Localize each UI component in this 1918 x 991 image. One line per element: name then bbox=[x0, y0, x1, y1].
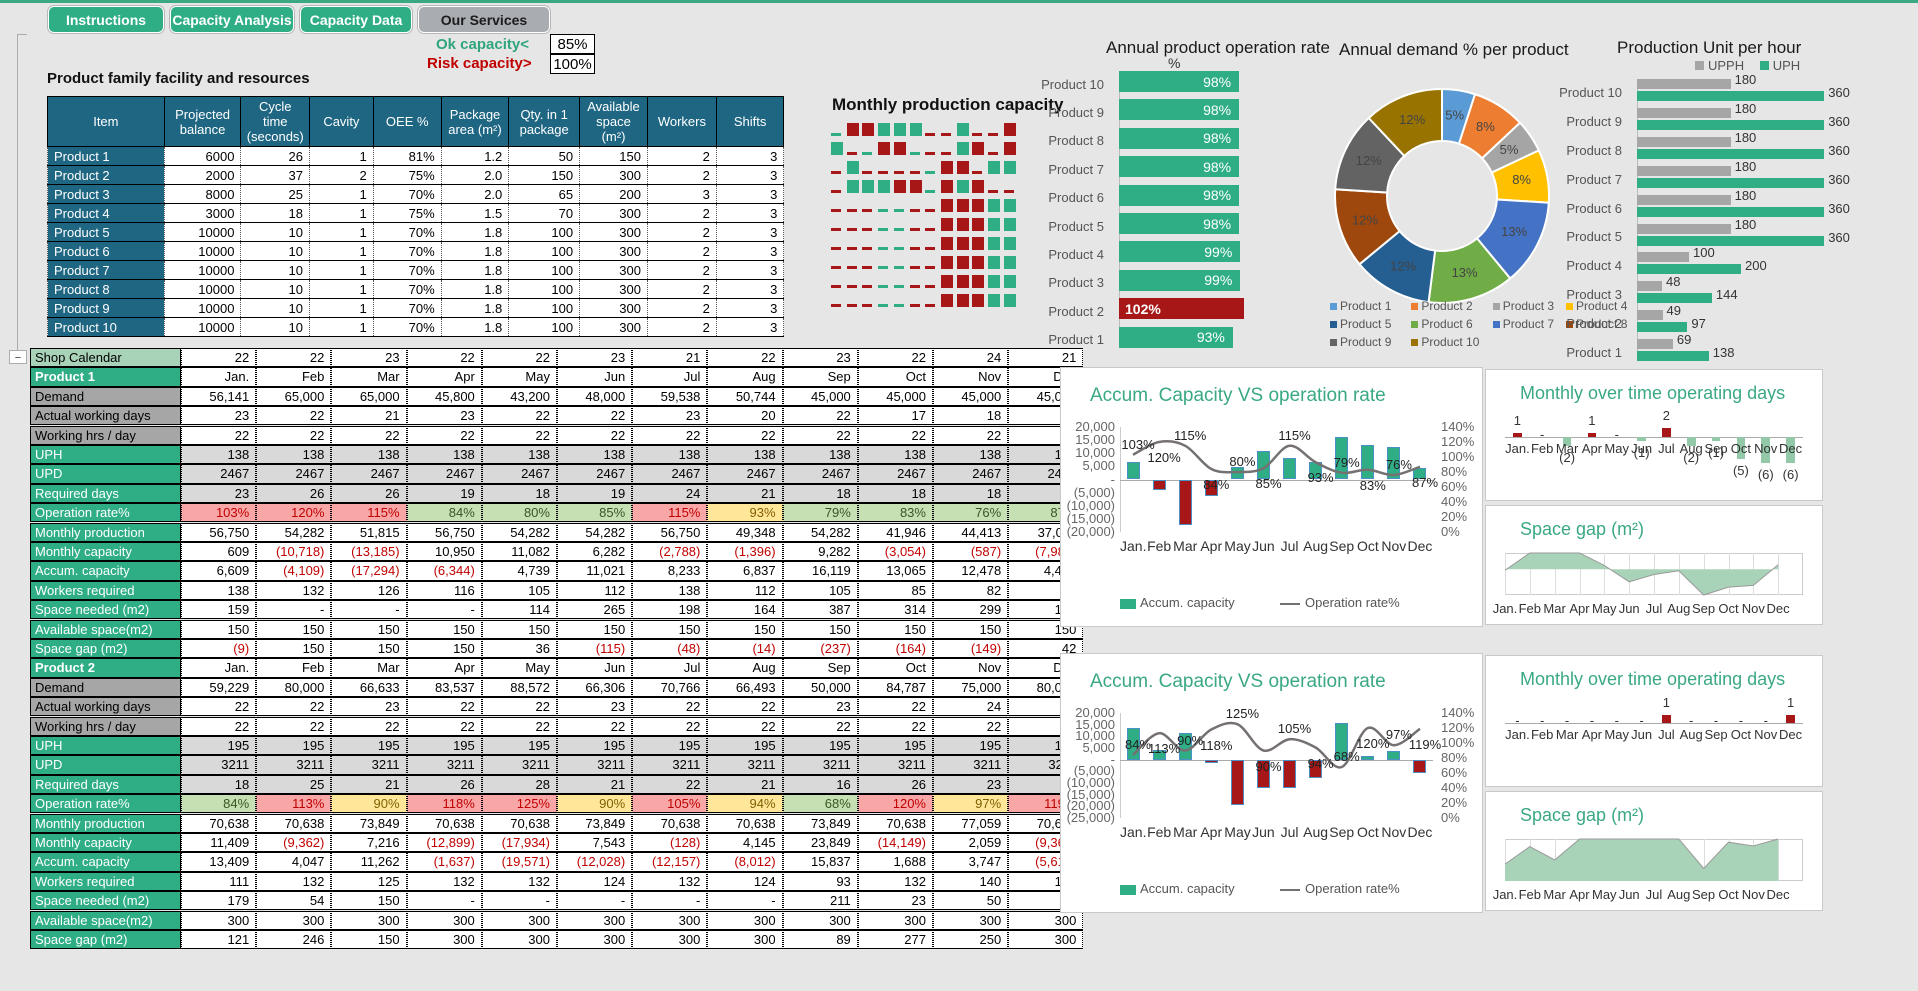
svg-text:12%: 12% bbox=[1356, 153, 1382, 168]
svg-text:12%: 12% bbox=[1352, 212, 1378, 227]
